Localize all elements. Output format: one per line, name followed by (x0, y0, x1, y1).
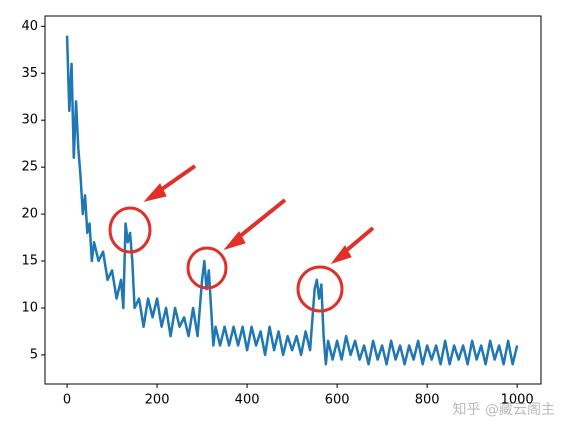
highlight-circle (296, 265, 344, 313)
plot-frame (44, 15, 542, 385)
x-tick-label: 600 (325, 393, 350, 408)
y-tick-label: 35 (21, 66, 38, 81)
x-tick-label: 800 (415, 393, 440, 408)
annotations (108, 206, 344, 313)
x-tick-label: 1000 (501, 393, 534, 408)
y-tick-label: 25 (21, 160, 38, 175)
arrows (143, 164, 375, 264)
watermark: 知乎 @藏云阁主 (453, 401, 555, 418)
y-tick-label: 20 (21, 207, 38, 222)
arrow (232, 198, 287, 243)
marks (65, 35, 519, 366)
highlight-circle (108, 206, 152, 254)
highlight-circle (186, 246, 228, 290)
arrow-head (223, 231, 246, 250)
y-tick-label: 40 (21, 19, 38, 34)
y-tick-label: 15 (21, 254, 38, 269)
y-tick-label: 5 (30, 347, 38, 362)
arrow-head (143, 183, 167, 202)
y-tick-label: 10 (21, 300, 38, 315)
y-tick-label: 30 (21, 113, 38, 128)
line-series (65, 35, 519, 366)
x-tick-label: 200 (145, 393, 170, 408)
arrow-head (330, 245, 352, 264)
x-tick-label: 400 (235, 393, 260, 408)
x-tick-label: 0 (63, 393, 71, 408)
